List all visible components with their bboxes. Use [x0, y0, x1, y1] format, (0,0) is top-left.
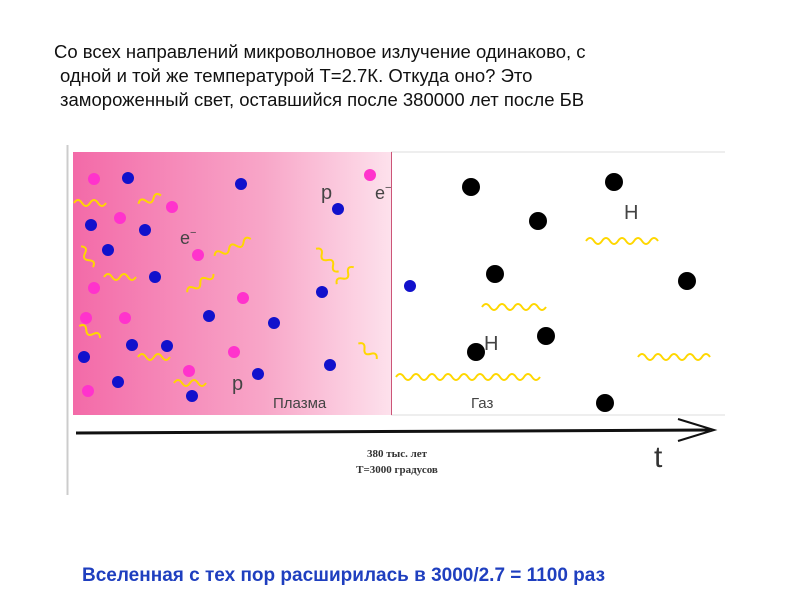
proton [88, 173, 100, 185]
photon-wave [395, 373, 541, 381]
photon-wave [137, 192, 162, 205]
hydrogen-atoms [462, 173, 696, 412]
hydrogen-atom [462, 178, 480, 196]
hydrogen-atom [529, 212, 547, 230]
photon-wave [73, 199, 107, 207]
expansion-note: Вселенная с тех пор расширилась в 3000/2… [82, 565, 606, 586]
proton-label: p [321, 182, 332, 204]
hydrogen-atom [605, 173, 623, 191]
electron [139, 224, 151, 236]
electron [126, 339, 138, 351]
electron [404, 280, 416, 292]
proton [166, 201, 178, 213]
hydrogen-atom [486, 265, 504, 283]
proton-label: p [232, 373, 243, 395]
proton [88, 282, 100, 294]
protons [80, 169, 376, 397]
proton [119, 312, 131, 324]
heading: Со всех направлений микроволновое излуче… [50, 40, 770, 112]
electron [324, 359, 336, 371]
photons [73, 192, 711, 387]
photon-wave [186, 273, 215, 293]
photon-wave [78, 324, 102, 339]
photon-wave [335, 265, 354, 285]
hydrogen-atom [467, 343, 485, 361]
electron-label: e− [375, 182, 391, 203]
electron [235, 178, 247, 190]
time-axis-line [75, 428, 711, 435]
electron [268, 317, 280, 329]
photon-wave [137, 353, 171, 361]
photon-wave [173, 379, 207, 387]
hydrogen-atom [678, 272, 696, 290]
recombination-diagram: p p e− e− H H Плазма Газ t 380 тыс. лет … [66, 145, 730, 495]
photon-wave [315, 247, 339, 273]
electron-letter: e [375, 183, 385, 203]
electron [149, 271, 161, 283]
electron [112, 376, 124, 388]
electron [252, 368, 264, 380]
time-axis-arrowhead [677, 418, 718, 442]
electron-superscript: − [385, 182, 391, 194]
heading-line-3: замороженный свет, оставшийся после 3800… [60, 89, 585, 110]
electron-superscript: − [190, 227, 196, 239]
heading-line-2: одной и той же температурой Т=2.7К. Отку… [60, 65, 533, 86]
time-axis-label: t [654, 441, 663, 474]
epoch-label-line-1: 380 тыс. лет [367, 448, 428, 460]
gas-label: Газ [471, 395, 493, 412]
electron [186, 390, 198, 402]
photon-wave [213, 236, 252, 257]
epoch-label-line-2: Т=3000 градусов [356, 464, 438, 476]
proton [183, 365, 195, 377]
photon-wave [637, 353, 711, 361]
heading-line-1: Со всех направлений микроволновое излуче… [54, 41, 586, 62]
electron [78, 351, 90, 363]
photon-wave [80, 245, 95, 268]
proton [114, 212, 126, 224]
electrons [78, 172, 416, 402]
photon-wave [358, 342, 378, 360]
electron [316, 286, 328, 298]
electron-letter: e [180, 228, 190, 248]
proton [364, 169, 376, 181]
proton [192, 249, 204, 261]
electron [203, 310, 215, 322]
recombination-diagram-svg: p p e− e− H H Плазма Газ t 380 тыс. лет … [66, 145, 725, 495]
photon-wave [103, 273, 137, 281]
time-axis: t 380 тыс. лет Т=3000 градусов [75, 418, 718, 476]
electron [332, 203, 344, 215]
electron [102, 244, 114, 256]
proton [80, 312, 92, 324]
hydrogen-label: H [484, 333, 498, 355]
plasma-label: Плазма [273, 395, 327, 412]
hydrogen-atom [596, 394, 614, 412]
proton [228, 346, 240, 358]
proton [82, 385, 94, 397]
electron [161, 340, 173, 352]
hydrogen-atom [537, 327, 555, 345]
proton [237, 292, 249, 304]
plasma-region [73, 152, 391, 415]
electron [85, 219, 97, 231]
photon-wave [481, 303, 547, 311]
photon-wave [585, 237, 659, 245]
hydrogen-label: H [624, 202, 638, 224]
electron [122, 172, 134, 184]
electron-label: e− [180, 227, 196, 248]
